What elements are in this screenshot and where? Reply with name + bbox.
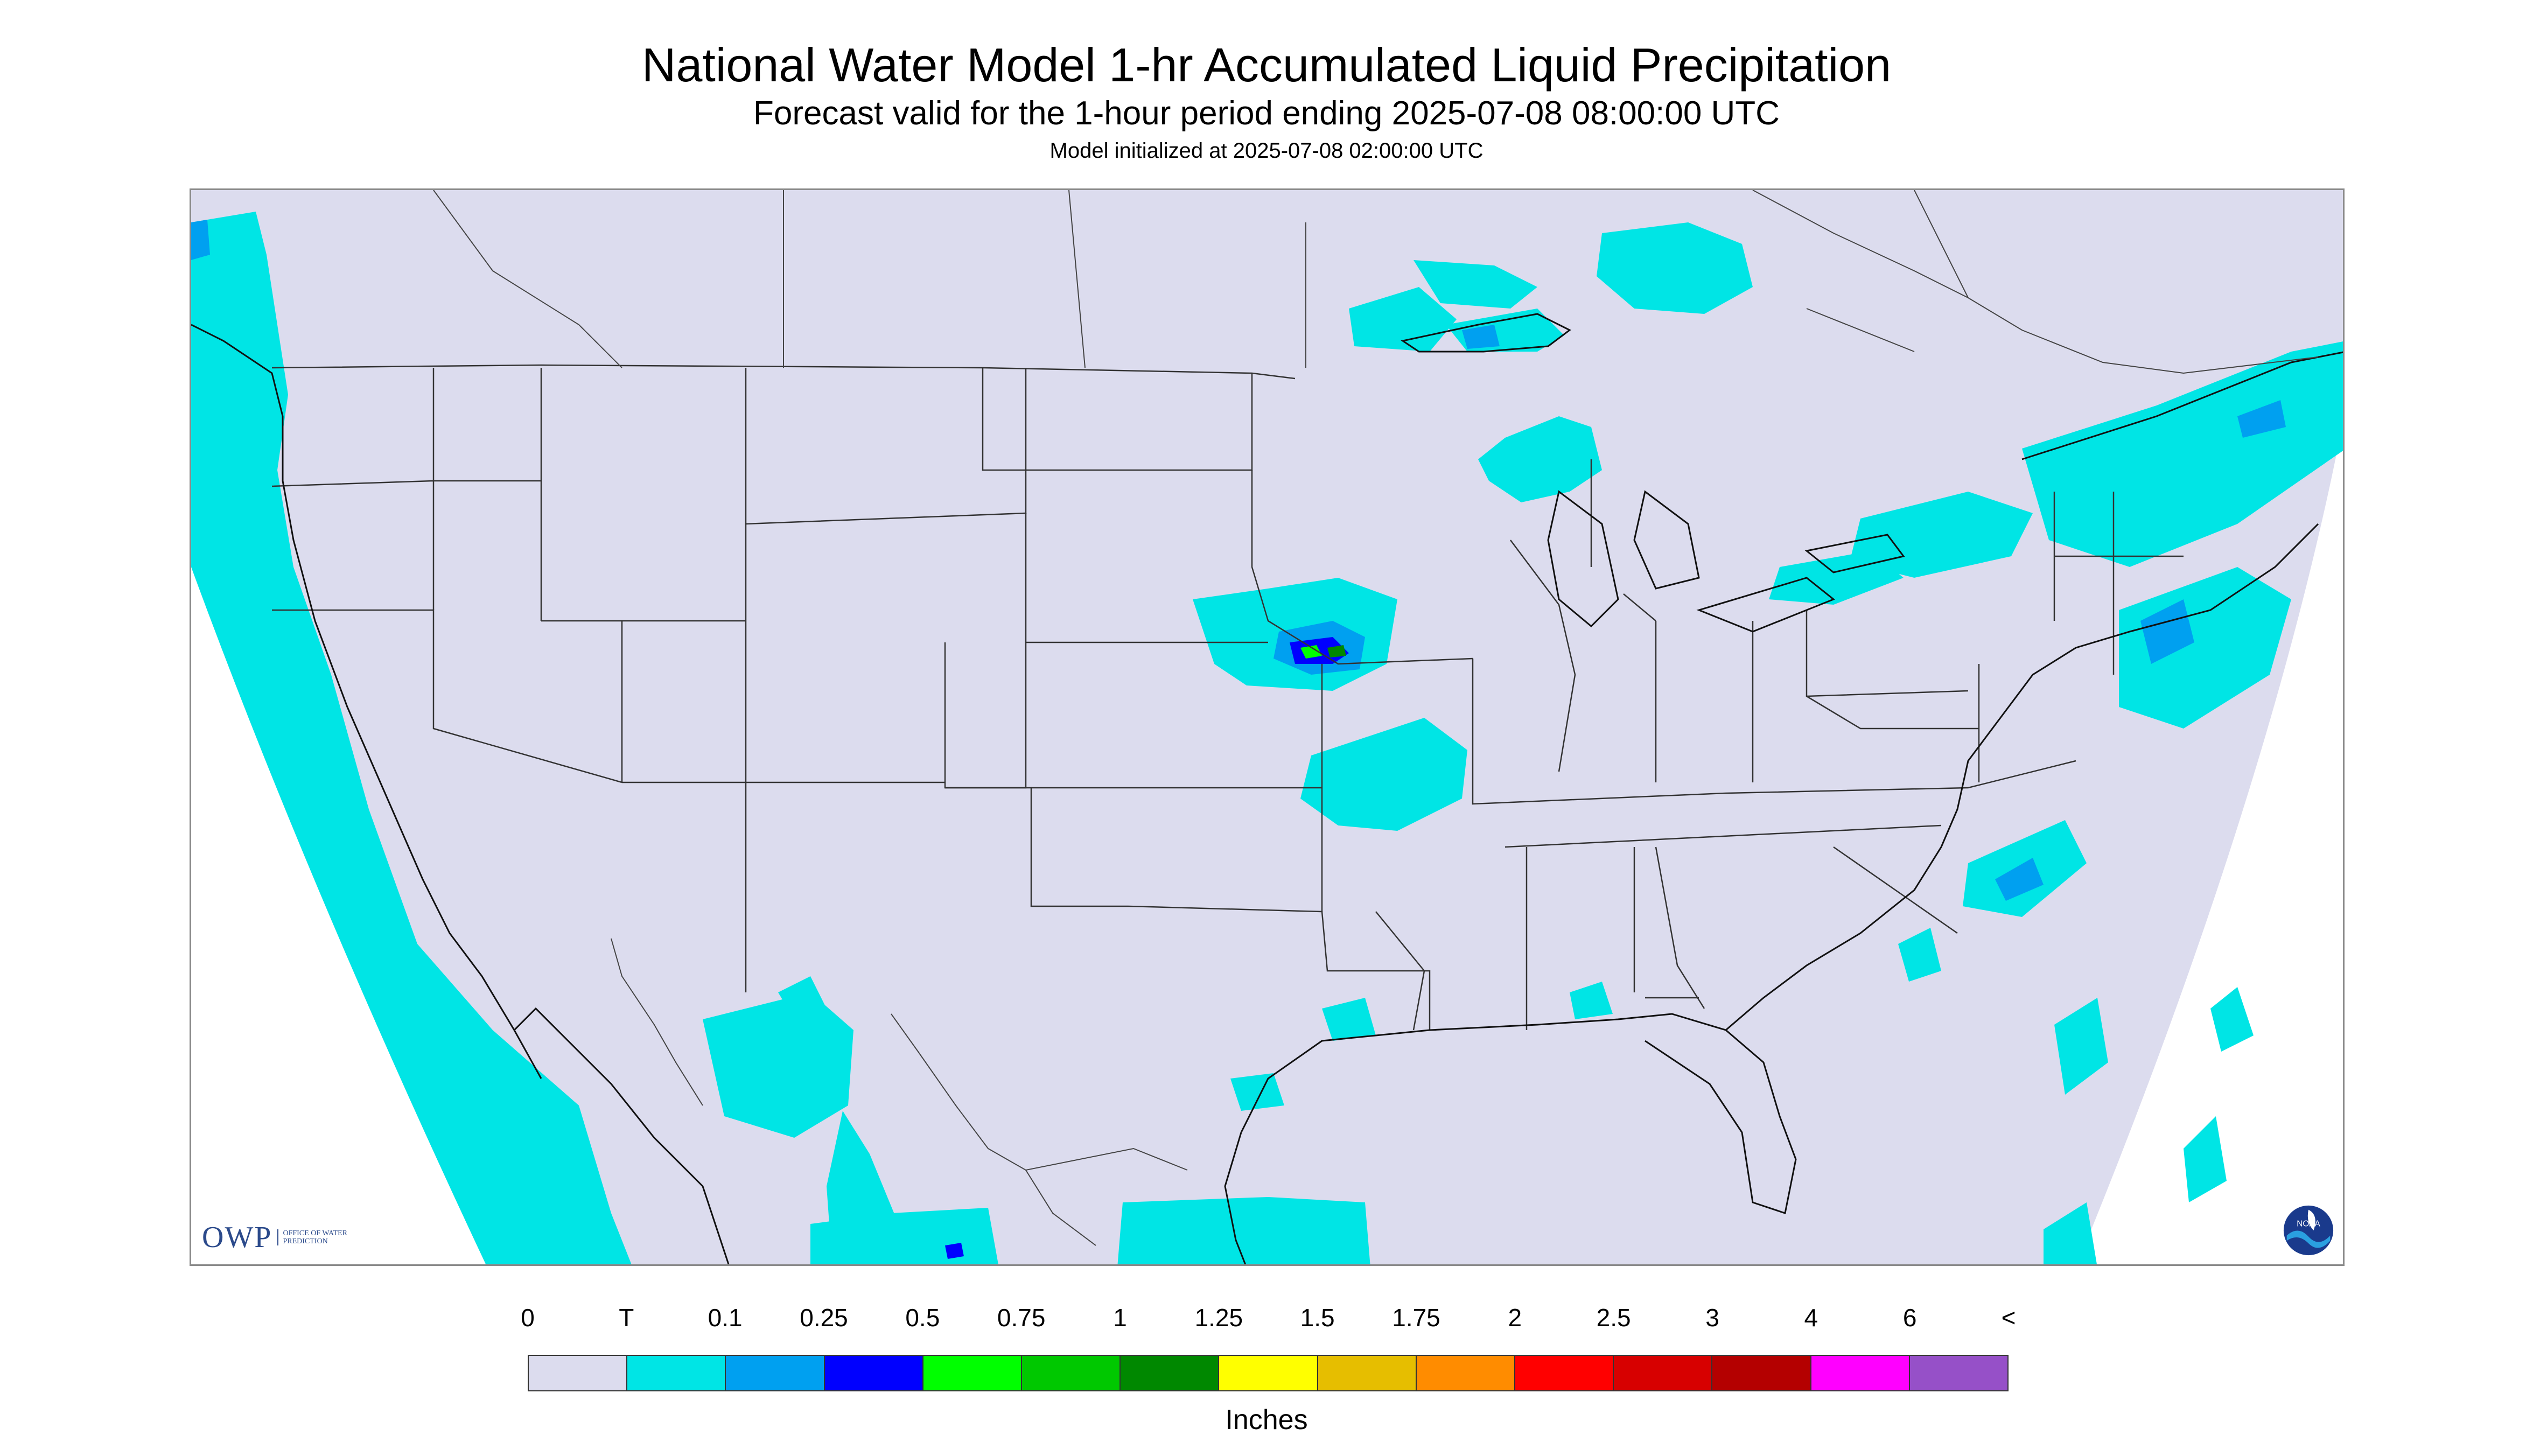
model-domain	[191, 190, 2343, 1264]
owp-logo-text: OWP	[202, 1221, 272, 1254]
legend-swatch	[824, 1356, 923, 1390]
state-boundaries	[271, 364, 2184, 1031]
noaa-logo: NOAA	[2283, 1205, 2334, 1256]
legend-tick-label: 0.75	[997, 1304, 1046, 1332]
precipitation-map: OWP OFFICE OF WATER PREDICTION NOAA	[190, 188, 2345, 1266]
precipitation-legend: 0 T 0.1 0.25 0.5 0.75 1 1.25 1.5 1.75 2 2.5 3 4 6 <	[521, 1303, 2016, 1411]
legend-tick-label: <	[2001, 1304, 2016, 1332]
legend-swatch	[1614, 1356, 1713, 1390]
coastlines	[191, 313, 2343, 1264]
legend-tick-label: 0.5	[905, 1304, 940, 1332]
legend-swatch	[726, 1356, 825, 1390]
legend-tick-label: 2	[1508, 1304, 1522, 1332]
legend-tick-label: 0	[521, 1304, 535, 1332]
legend-swatch	[1219, 1356, 1318, 1390]
international-boundaries	[433, 190, 2319, 1246]
legend-swatch	[1121, 1356, 1220, 1390]
legend-tick-label: 6	[1902, 1304, 1917, 1332]
legend-tick-label: 0.25	[800, 1304, 848, 1332]
map-canvas	[191, 190, 2343, 1264]
owp-logo: OWP OFFICE OF WATER PREDICTION	[202, 1219, 358, 1256]
legend-color-bar	[528, 1355, 2009, 1391]
legend-tick-label: T	[619, 1304, 634, 1332]
legend-swatch	[923, 1356, 1023, 1390]
legend-swatch	[1909, 1356, 2008, 1390]
legend-swatch	[1811, 1356, 1910, 1390]
legend-swatch	[529, 1356, 628, 1390]
legend-tick-label: 1.75	[1392, 1304, 1440, 1332]
legend-tick-label: 1	[1113, 1304, 1127, 1332]
legend-swatch	[1712, 1356, 1811, 1390]
legend-tick-label: 2.5	[1596, 1304, 1631, 1332]
legend-tick-label: 3	[1705, 1304, 1719, 1332]
legend-swatch	[627, 1356, 726, 1390]
owp-logo-subtext: OFFICE OF WATER PREDICTION	[277, 1229, 358, 1245]
legend-tick-label: 0.1	[708, 1304, 743, 1332]
legend-tick-label: 1.5	[1300, 1304, 1335, 1332]
noaa-logo-text: NOAA	[2297, 1219, 2320, 1228]
legend-units: Inches	[1225, 1404, 1308, 1436]
legend-swatch	[1318, 1356, 1417, 1390]
map-title: National Water Model 1-hr Accumulated Li…	[641, 38, 1892, 92]
model-init-text: Model initialized at 2025-07-08 02:00:00…	[1049, 139, 1484, 163]
legend-tick-label: 1.25	[1194, 1304, 1243, 1332]
map-subtitle: Forecast valid for the 1-hour period end…	[753, 95, 1780, 132]
legend-swatch	[1416, 1356, 1516, 1390]
legend-tick-label: 4	[1804, 1304, 1818, 1332]
precip-heavier-areas	[191, 220, 2286, 1259]
legend-swatch	[1515, 1356, 1614, 1390]
legend-swatch	[1022, 1356, 1121, 1390]
